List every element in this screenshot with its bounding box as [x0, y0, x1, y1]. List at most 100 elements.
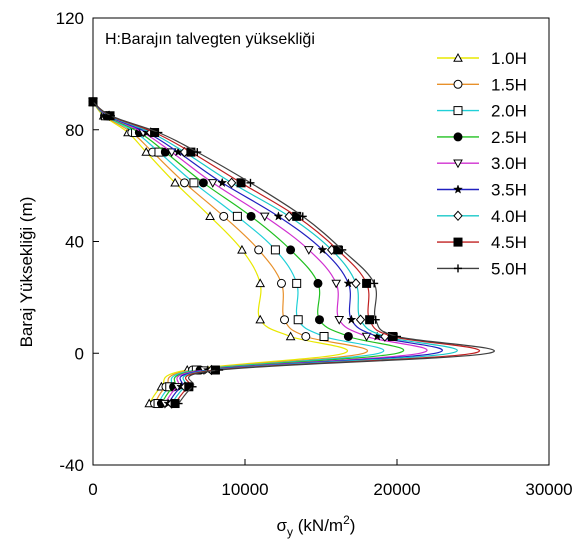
data-point [226, 177, 237, 189]
data-point [255, 314, 266, 324]
legend-label: 4.0H [491, 207, 527, 226]
y-axis-label: Baraj Yüksekliği (m) [17, 197, 36, 348]
data-point [236, 178, 246, 188]
data-point [170, 177, 180, 187]
legend-entry: 2.5H [437, 128, 527, 147]
x-tick-label: 10000 [221, 480, 268, 499]
data-point [355, 314, 366, 325]
x-axis-label-superscript: 2 [343, 513, 350, 527]
data-point [338, 245, 347, 254]
legend-entry: 1.5H [437, 75, 527, 94]
data-point [314, 315, 324, 325]
data-point [301, 331, 311, 341]
data-point [453, 159, 463, 169]
legend-entry: 4.0H [437, 207, 527, 226]
x-axis-label: σy (kN/m2) [277, 513, 356, 539]
y-tick-label: 0 [75, 344, 84, 363]
legend-label: 3.5H [491, 181, 527, 200]
data-point [453, 79, 463, 89]
data-point [343, 278, 354, 288]
series-line [92, 101, 495, 404]
chart-annotation: H:Barajın talvegten yüksekliği [105, 31, 315, 48]
data-point [280, 315, 290, 325]
series-line [92, 101, 405, 404]
data-point [217, 177, 228, 188]
x-tick-label: 30000 [525, 480, 572, 499]
data-point [276, 278, 286, 288]
legend-entry: 3.0H [437, 154, 527, 173]
data-point [393, 332, 401, 341]
legend-label: 5.0H [491, 259, 527, 278]
data-point [285, 331, 296, 341]
data-point [254, 245, 264, 255]
legend-label: 3.0H [491, 154, 527, 173]
legend-label: 2.5H [491, 128, 527, 147]
data-point [180, 178, 190, 188]
legend-entry: 4.5H [437, 233, 527, 252]
legend-entry: 1.0H [437, 49, 527, 68]
data-point [293, 315, 303, 325]
annotation-layer: H:Barajın talvegten yüksekliği [105, 31, 315, 48]
data-point [362, 278, 372, 288]
data-point [174, 399, 183, 408]
y-tick-label: 80 [65, 121, 84, 140]
x-axis-label-unit: (kN/m [293, 516, 343, 535]
x-axis-label-symbol: σ [277, 516, 288, 535]
data-point [452, 184, 464, 194]
y-tick-label: 120 [56, 9, 84, 28]
legend: 1.0H 1.5H 2.0H 2.5H 3.0H 3.5H 4.0H 4.5H 5.0H [437, 49, 527, 278]
data-point [319, 331, 329, 341]
data-point [237, 244, 247, 254]
data-point [246, 178, 255, 187]
data-point [351, 278, 361, 289]
data-point [453, 237, 463, 247]
series-5-0H [89, 97, 495, 408]
data-point [207, 179, 218, 188]
legend-label: 1.0H [491, 49, 527, 68]
data-point [371, 315, 380, 324]
series-line [92, 101, 368, 404]
data-point [219, 211, 229, 221]
data-point [331, 279, 342, 289]
data-point [346, 314, 357, 325]
legend-entry: 3.5H [437, 181, 527, 200]
data-point [334, 316, 345, 325]
data-point [106, 111, 115, 120]
data-point [343, 331, 353, 341]
x-tick-label: 0 [88, 480, 97, 499]
y-tick-label: -40 [59, 456, 84, 475]
data-point [198, 178, 208, 188]
data-point [215, 366, 224, 375]
data-point [259, 212, 270, 222]
axis-titles: σy (kN/m2) Baraj Yüksekliği (m) [17, 197, 355, 539]
data-point [298, 212, 307, 221]
x-tick-label: 20000 [373, 480, 420, 499]
x-axis-label-close: ) [350, 516, 356, 535]
data-point [154, 128, 163, 137]
data-point [284, 211, 294, 222]
legend-entry: 5.0H [437, 259, 527, 278]
data-point [193, 148, 202, 157]
data-point [361, 332, 372, 342]
data-point [270, 245, 280, 255]
series-layer [87, 96, 495, 409]
data-point [286, 245, 296, 255]
legend-entry: 2.0H [437, 102, 527, 121]
data-point [453, 52, 463, 62]
x-axis-label-subscript: y [287, 525, 293, 539]
data-point [313, 278, 323, 288]
legend-label: 1.5H [491, 75, 527, 94]
data-point [189, 178, 199, 188]
data-point [255, 278, 266, 288]
data-point [292, 278, 302, 288]
data-point [454, 264, 462, 273]
y-tick-label: 40 [65, 233, 84, 252]
data-point [188, 382, 197, 391]
data-point [303, 246, 314, 255]
data-point [370, 279, 379, 288]
legend-label: 4.5H [491, 233, 527, 252]
data-point [453, 106, 463, 116]
data-point [89, 97, 97, 106]
